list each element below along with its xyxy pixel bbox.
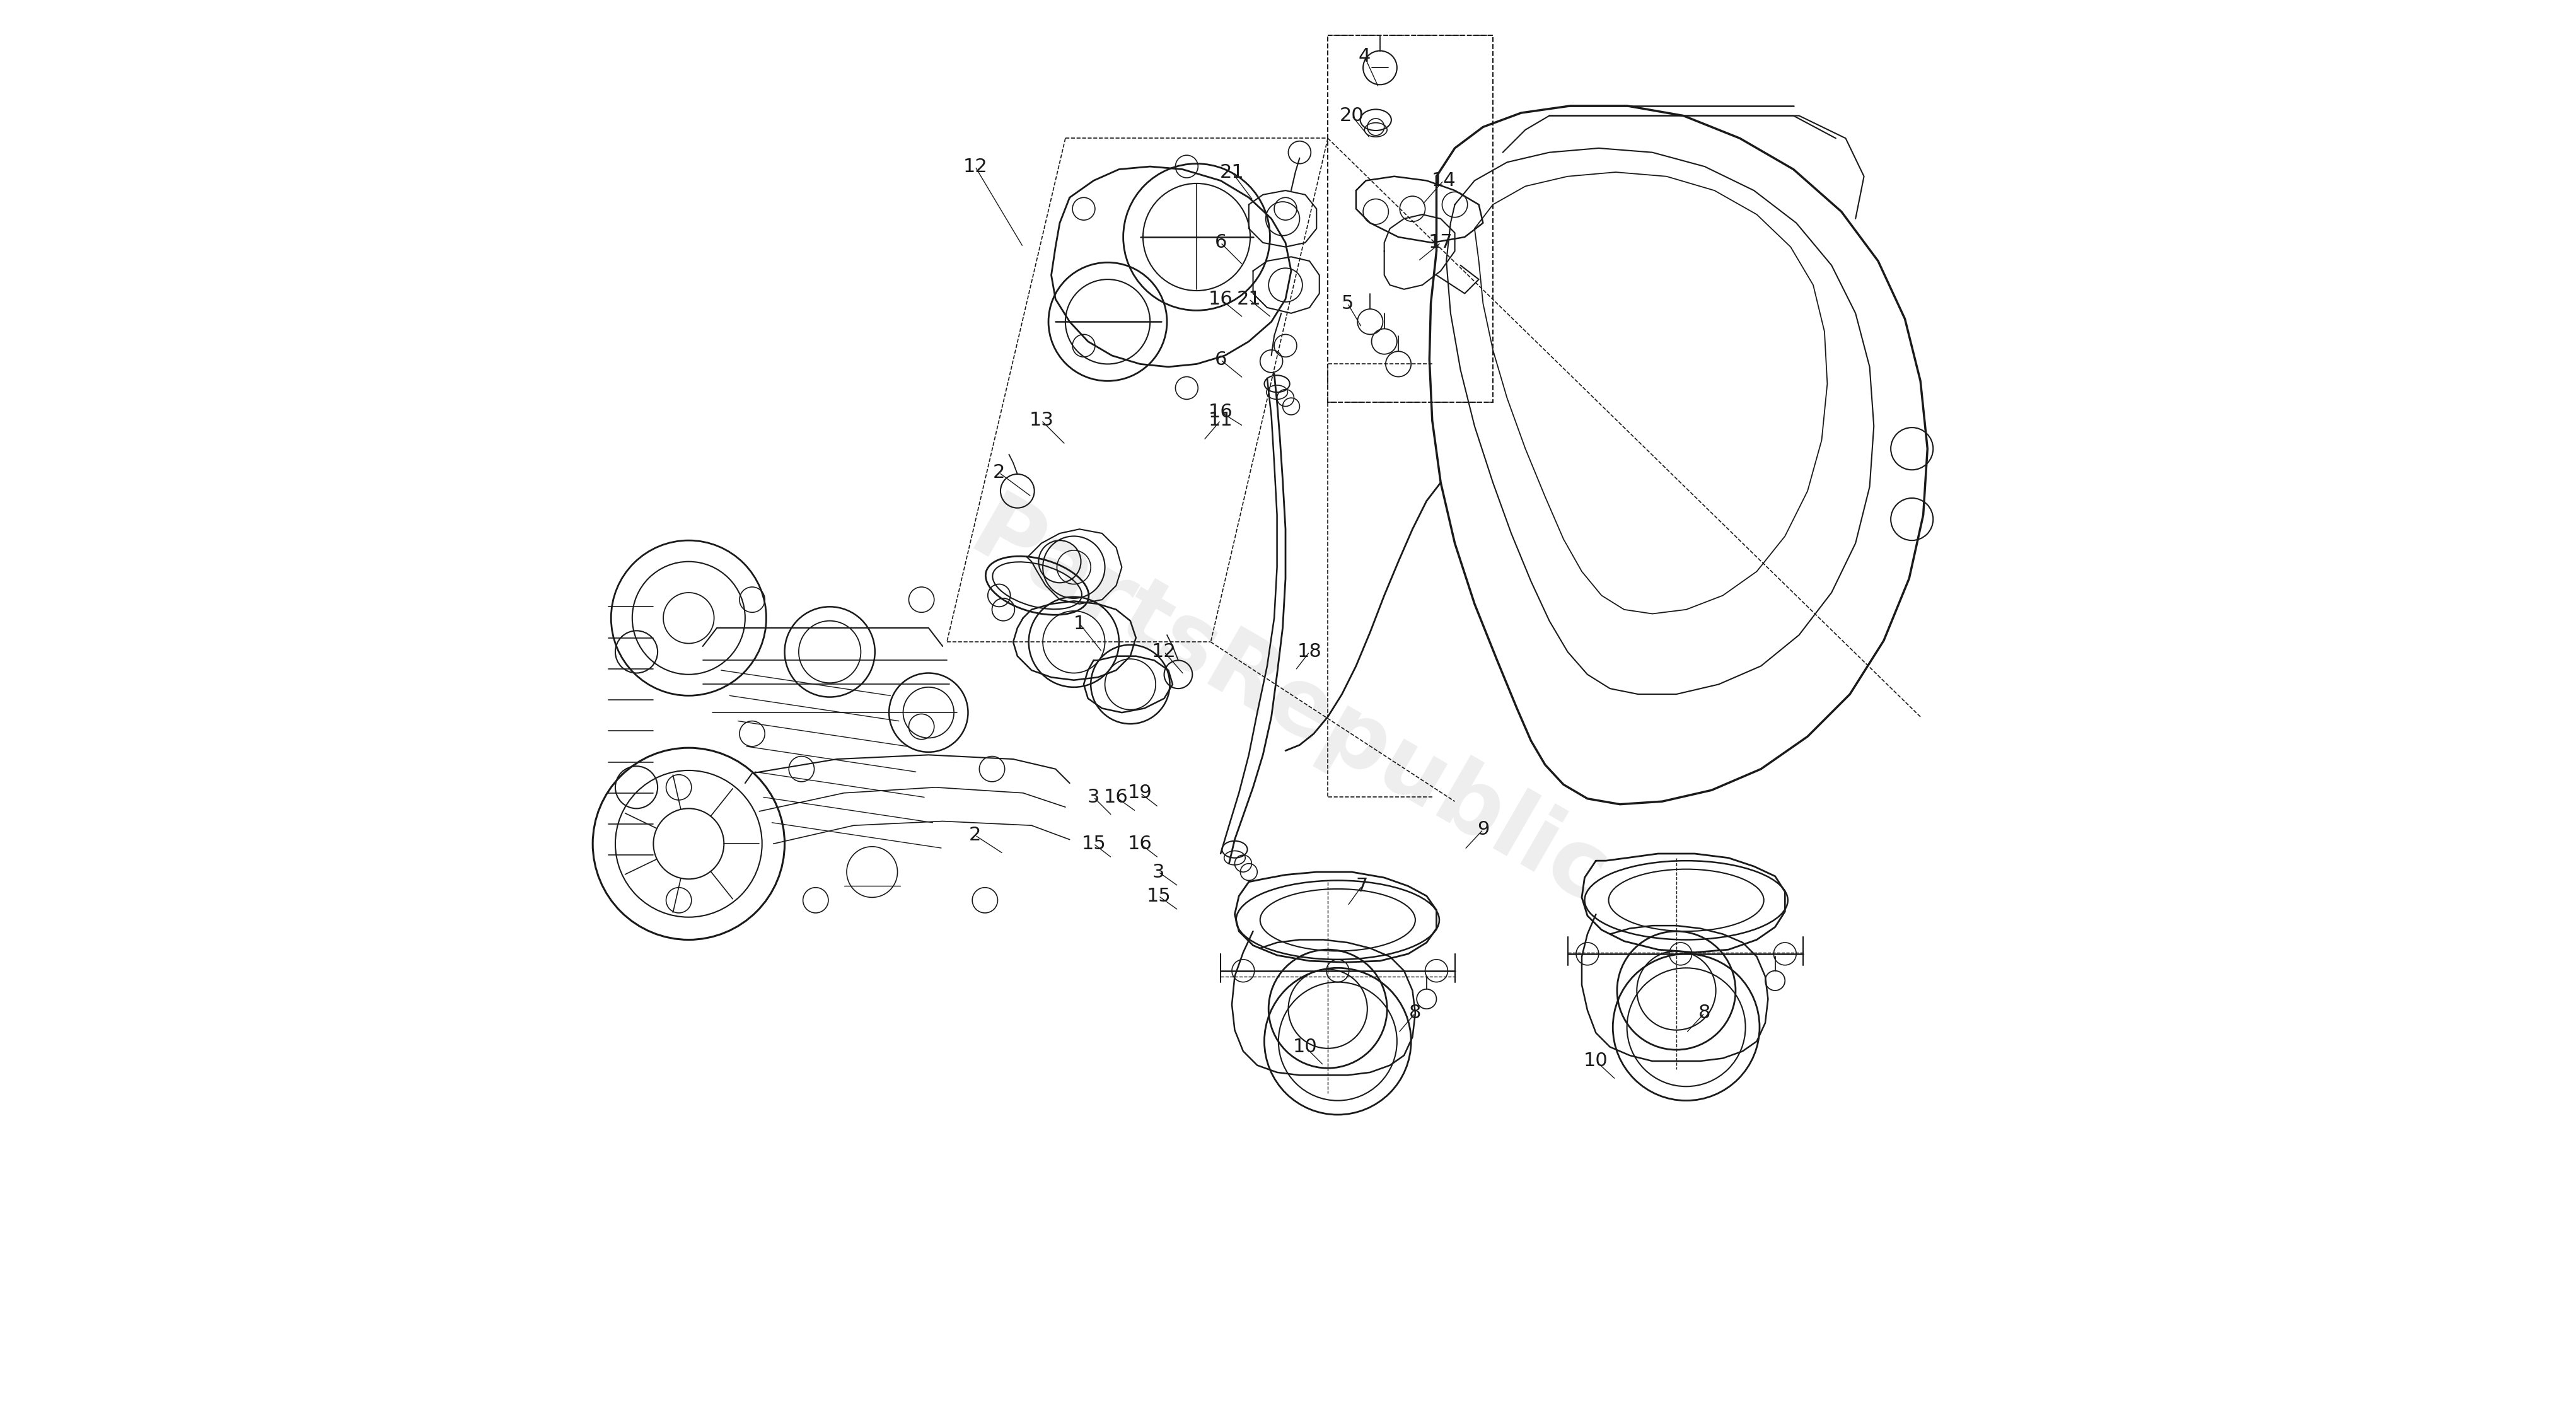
Text: 7: 7 [1355, 878, 1368, 895]
Text: 16: 16 [1128, 835, 1151, 852]
Text: 12: 12 [963, 158, 987, 175]
Text: 20: 20 [1340, 107, 1363, 124]
Text: 10: 10 [1584, 1053, 1607, 1070]
Text: 6: 6 [1213, 234, 1226, 251]
Text: 19: 19 [1128, 785, 1151, 801]
Text: 16: 16 [1208, 404, 1231, 420]
Text: 21: 21 [1236, 291, 1260, 308]
Text: 21: 21 [1218, 164, 1244, 181]
Text: 12: 12 [1151, 643, 1177, 660]
Text: 3: 3 [1151, 864, 1164, 880]
Text: PartsRepublic: PartsRepublic [956, 487, 1620, 924]
Text: 6: 6 [1213, 351, 1226, 368]
Text: 18: 18 [1296, 643, 1321, 660]
Bar [1327, 35, 1492, 402]
Text: 8: 8 [1698, 1005, 1710, 1022]
Text: 8: 8 [1409, 1005, 1422, 1022]
Text: 15: 15 [1082, 835, 1105, 852]
Text: 11: 11 [1208, 412, 1231, 429]
Text: 2: 2 [992, 464, 1005, 481]
Text: 14: 14 [1430, 172, 1455, 189]
Text: 1: 1 [1074, 615, 1084, 632]
Text: 5: 5 [1342, 295, 1352, 312]
Text: 4: 4 [1358, 48, 1370, 65]
Text: 16: 16 [1103, 789, 1128, 806]
Text: 10: 10 [1293, 1038, 1316, 1055]
Text: 2: 2 [969, 827, 981, 844]
Text: 3: 3 [1087, 789, 1100, 806]
Text: 13: 13 [1028, 412, 1054, 429]
Text: 17: 17 [1427, 234, 1453, 251]
Text: 9: 9 [1476, 821, 1489, 838]
Text: 16: 16 [1208, 291, 1231, 308]
Text: 15: 15 [1146, 888, 1170, 904]
